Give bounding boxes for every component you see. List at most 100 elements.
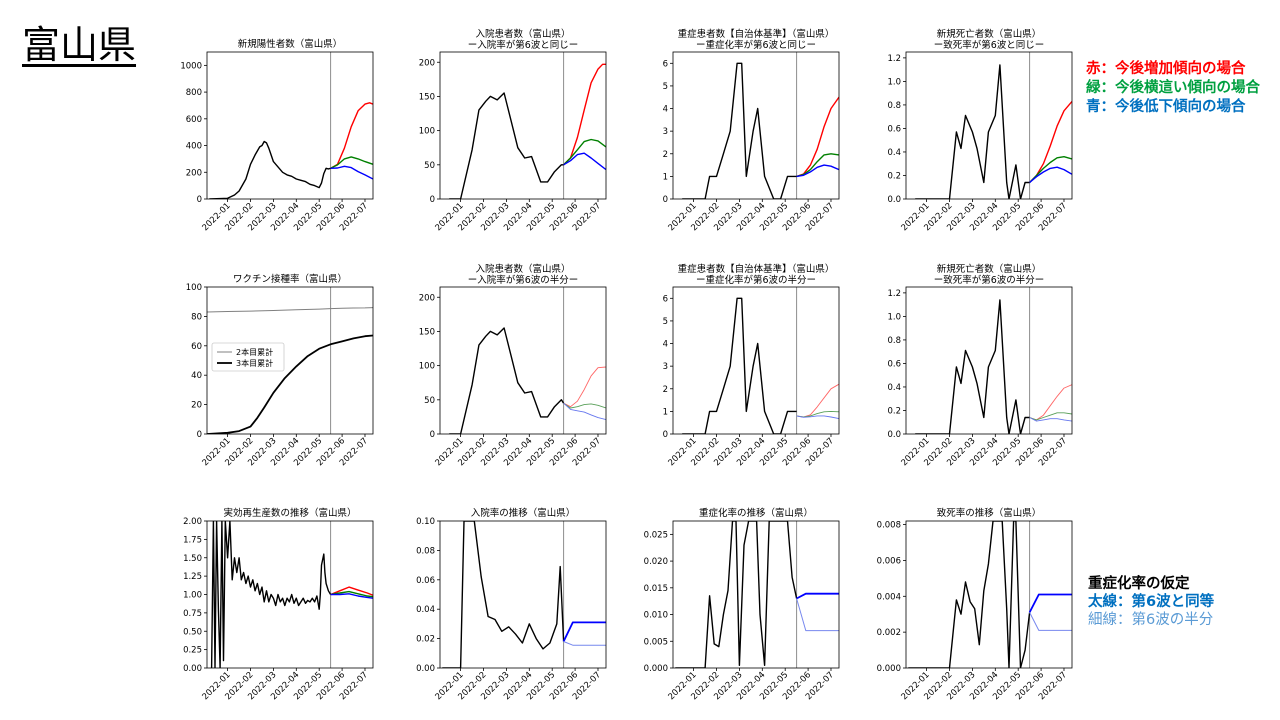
assumption-legend: 重症化率の仮定 太線：第6波と同等 細線：第6波の半分 — [1088, 575, 1214, 629]
y-tick-label: 50 — [424, 161, 435, 171]
y-tick-label: 400 — [186, 142, 202, 152]
y-tick-label: 2 — [663, 150, 668, 160]
chart-death-rate: 致死率の推移（富山県）0.0000.0020.0040.0060.0082022… — [877, 507, 1073, 702]
series-flat — [330, 590, 373, 598]
y-tick-label: 0.020 — [644, 557, 668, 567]
y-tick-label: 60 — [191, 342, 202, 352]
y-tick-label: 1.50 — [183, 554, 202, 564]
chart-hosp-a: 入院患者数（富山県）ー入院率が第6波と同じー0501001502002022-0… — [419, 28, 607, 233]
chart-severe-rate: 重症化率の推移（富山県） 0.000 0.005 0.010 0.015 0.020 0.0… — [644, 507, 840, 702]
series-increase — [563, 366, 606, 408]
page-title: 富山県 — [22, 23, 137, 67]
chart-severe-b: 重症患者数【自治体基準】（富山県）ー重症化率が第6波の半分ー0123456202… — [663, 263, 840, 468]
assumption-thick: 太線：第6波と同等 — [1088, 594, 1215, 610]
y-tick-label: 6 — [663, 294, 668, 304]
y-tick-label: 150 — [419, 92, 435, 102]
series-dose3 — [207, 334, 373, 434]
chart-title: 重症患者数【自治体基準】（富山県） — [678, 28, 835, 40]
series-increase — [796, 383, 839, 418]
legend-green: 緑：今後横這い傾向の場合 — [1086, 80, 1260, 96]
y-tick-label: 0.8 — [887, 336, 901, 346]
y-tick-label: 0.2 — [887, 406, 901, 416]
y-tick-label: 2.00 — [183, 517, 202, 527]
chart-rt: 実効再生産数の推移（富山県） 0.00 0.25 0.50 0.75 1.00 1.25 1.… — [183, 507, 374, 702]
y-tick-label: 100 — [419, 362, 435, 372]
y-tick-label: 0.50 — [183, 627, 202, 637]
series-thick — [796, 592, 839, 600]
series-thick — [1028, 593, 1072, 613]
chart-title: 実効再生産数の推移（富山県） — [223, 507, 356, 519]
y-tick-label: 0 — [197, 195, 202, 205]
y-tick-label: 6 — [663, 59, 668, 69]
chart-title: 新規死亡者数（富山県） — [937, 263, 1042, 275]
y-tick-label: 20 — [191, 401, 202, 411]
series-dose2 — [207, 307, 373, 313]
y-tick-label: 100 — [419, 127, 435, 137]
y-tick-label: 1 — [663, 172, 668, 182]
series-flat — [563, 402, 606, 409]
plot-frame — [439, 51, 607, 200]
chart-subtitle: ー致死率が第6波と同じー — [934, 39, 1045, 51]
plot-frame — [206, 51, 374, 200]
y-tick-label: 0.000 — [877, 664, 901, 674]
chart-title: 重症化率の推移（富山県） — [699, 507, 813, 519]
y-tick-label: 0.2 — [887, 171, 901, 181]
y-tick-label: 3 — [663, 127, 668, 137]
series-actual — [682, 297, 797, 434]
y-tick-label: 200 — [419, 293, 435, 303]
y-tick-label: 1.75 — [183, 535, 202, 545]
y-tick-label: 0 — [430, 430, 435, 440]
series-actual — [449, 92, 564, 199]
chart-subtitle: ー入院率が第6波の半分ー — [468, 274, 579, 286]
plot-frame — [905, 520, 1073, 669]
plot-frame — [672, 51, 840, 200]
y-tick-label: 1000 — [180, 61, 202, 71]
series-increase — [563, 63, 606, 166]
y-tick-label: 1.00 — [183, 591, 202, 601]
y-tick-label: 200 — [186, 168, 202, 178]
y-tick-label: 5 — [663, 82, 668, 92]
series-actual — [210, 521, 332, 668]
y-tick-label: 0.00 — [183, 664, 202, 674]
chart-title: 入院率の推移（富山県） — [471, 507, 576, 519]
y-tick-label: 1.2 — [887, 54, 901, 64]
y-tick-label: 600 — [186, 115, 202, 125]
y-tick-label: 0.04 — [416, 605, 435, 615]
series-actual — [915, 64, 1030, 199]
plot-frame — [439, 286, 607, 435]
chart-title: 致死率の推移（富山県） — [937, 507, 1042, 519]
y-tick-label: 0.06 — [416, 576, 435, 586]
y-tick-label: 0.4 — [887, 148, 901, 158]
series-decrease — [796, 415, 839, 420]
chart-deaths-b: 新規死亡者数（富山県）ー致死率が第6波の半分ー 0.0 0.2 0.4 0.6 0.8 1.… — [887, 263, 1073, 468]
series-flat — [796, 153, 839, 178]
chart-title: 入院患者数（富山県） — [475, 28, 570, 40]
chart-title: ワクチン接種率（富山県） — [233, 273, 347, 285]
legend-red: 赤：今後増加傾向の場合 — [1086, 61, 1246, 77]
chart-subtitle: ー入院率が第6波と同じー — [468, 39, 579, 51]
y-tick-label: 0.005 — [644, 637, 668, 647]
y-tick-label: 0.002 — [877, 628, 901, 638]
y-tick-label: 0.8 — [887, 101, 901, 111]
y-tick-label: 1.2 — [887, 289, 901, 299]
y-tick-label: 5 — [663, 317, 668, 327]
legend-label: 2本目累計 — [236, 347, 273, 357]
chart-title: 新規死亡者数（富山県） — [937, 28, 1042, 40]
y-tick-label: 0 — [663, 195, 668, 205]
y-tick-label: 4 — [663, 340, 668, 350]
y-tick-label: 0.004 — [877, 592, 901, 602]
y-tick-label: 0.008 — [877, 521, 901, 531]
y-tick-label: 0.000 — [644, 664, 668, 674]
series-actual — [682, 62, 797, 199]
plot-frame — [672, 286, 840, 435]
series-thin — [563, 641, 606, 646]
scenario-legend: 赤：今後増加傾向の場合 緑：今後横這い傾向の場合 青：今後低下傾向の場合 — [1086, 60, 1260, 117]
chart-subtitle: ー重症化率が第6波と同じー — [696, 39, 816, 51]
y-tick-label: 1 — [663, 407, 668, 417]
y-tick-label: 3 — [663, 362, 668, 372]
series-actual — [449, 327, 565, 434]
plot-frame — [206, 520, 374, 669]
y-tick-label: 0.6 — [887, 124, 901, 134]
series-actual — [442, 521, 565, 668]
